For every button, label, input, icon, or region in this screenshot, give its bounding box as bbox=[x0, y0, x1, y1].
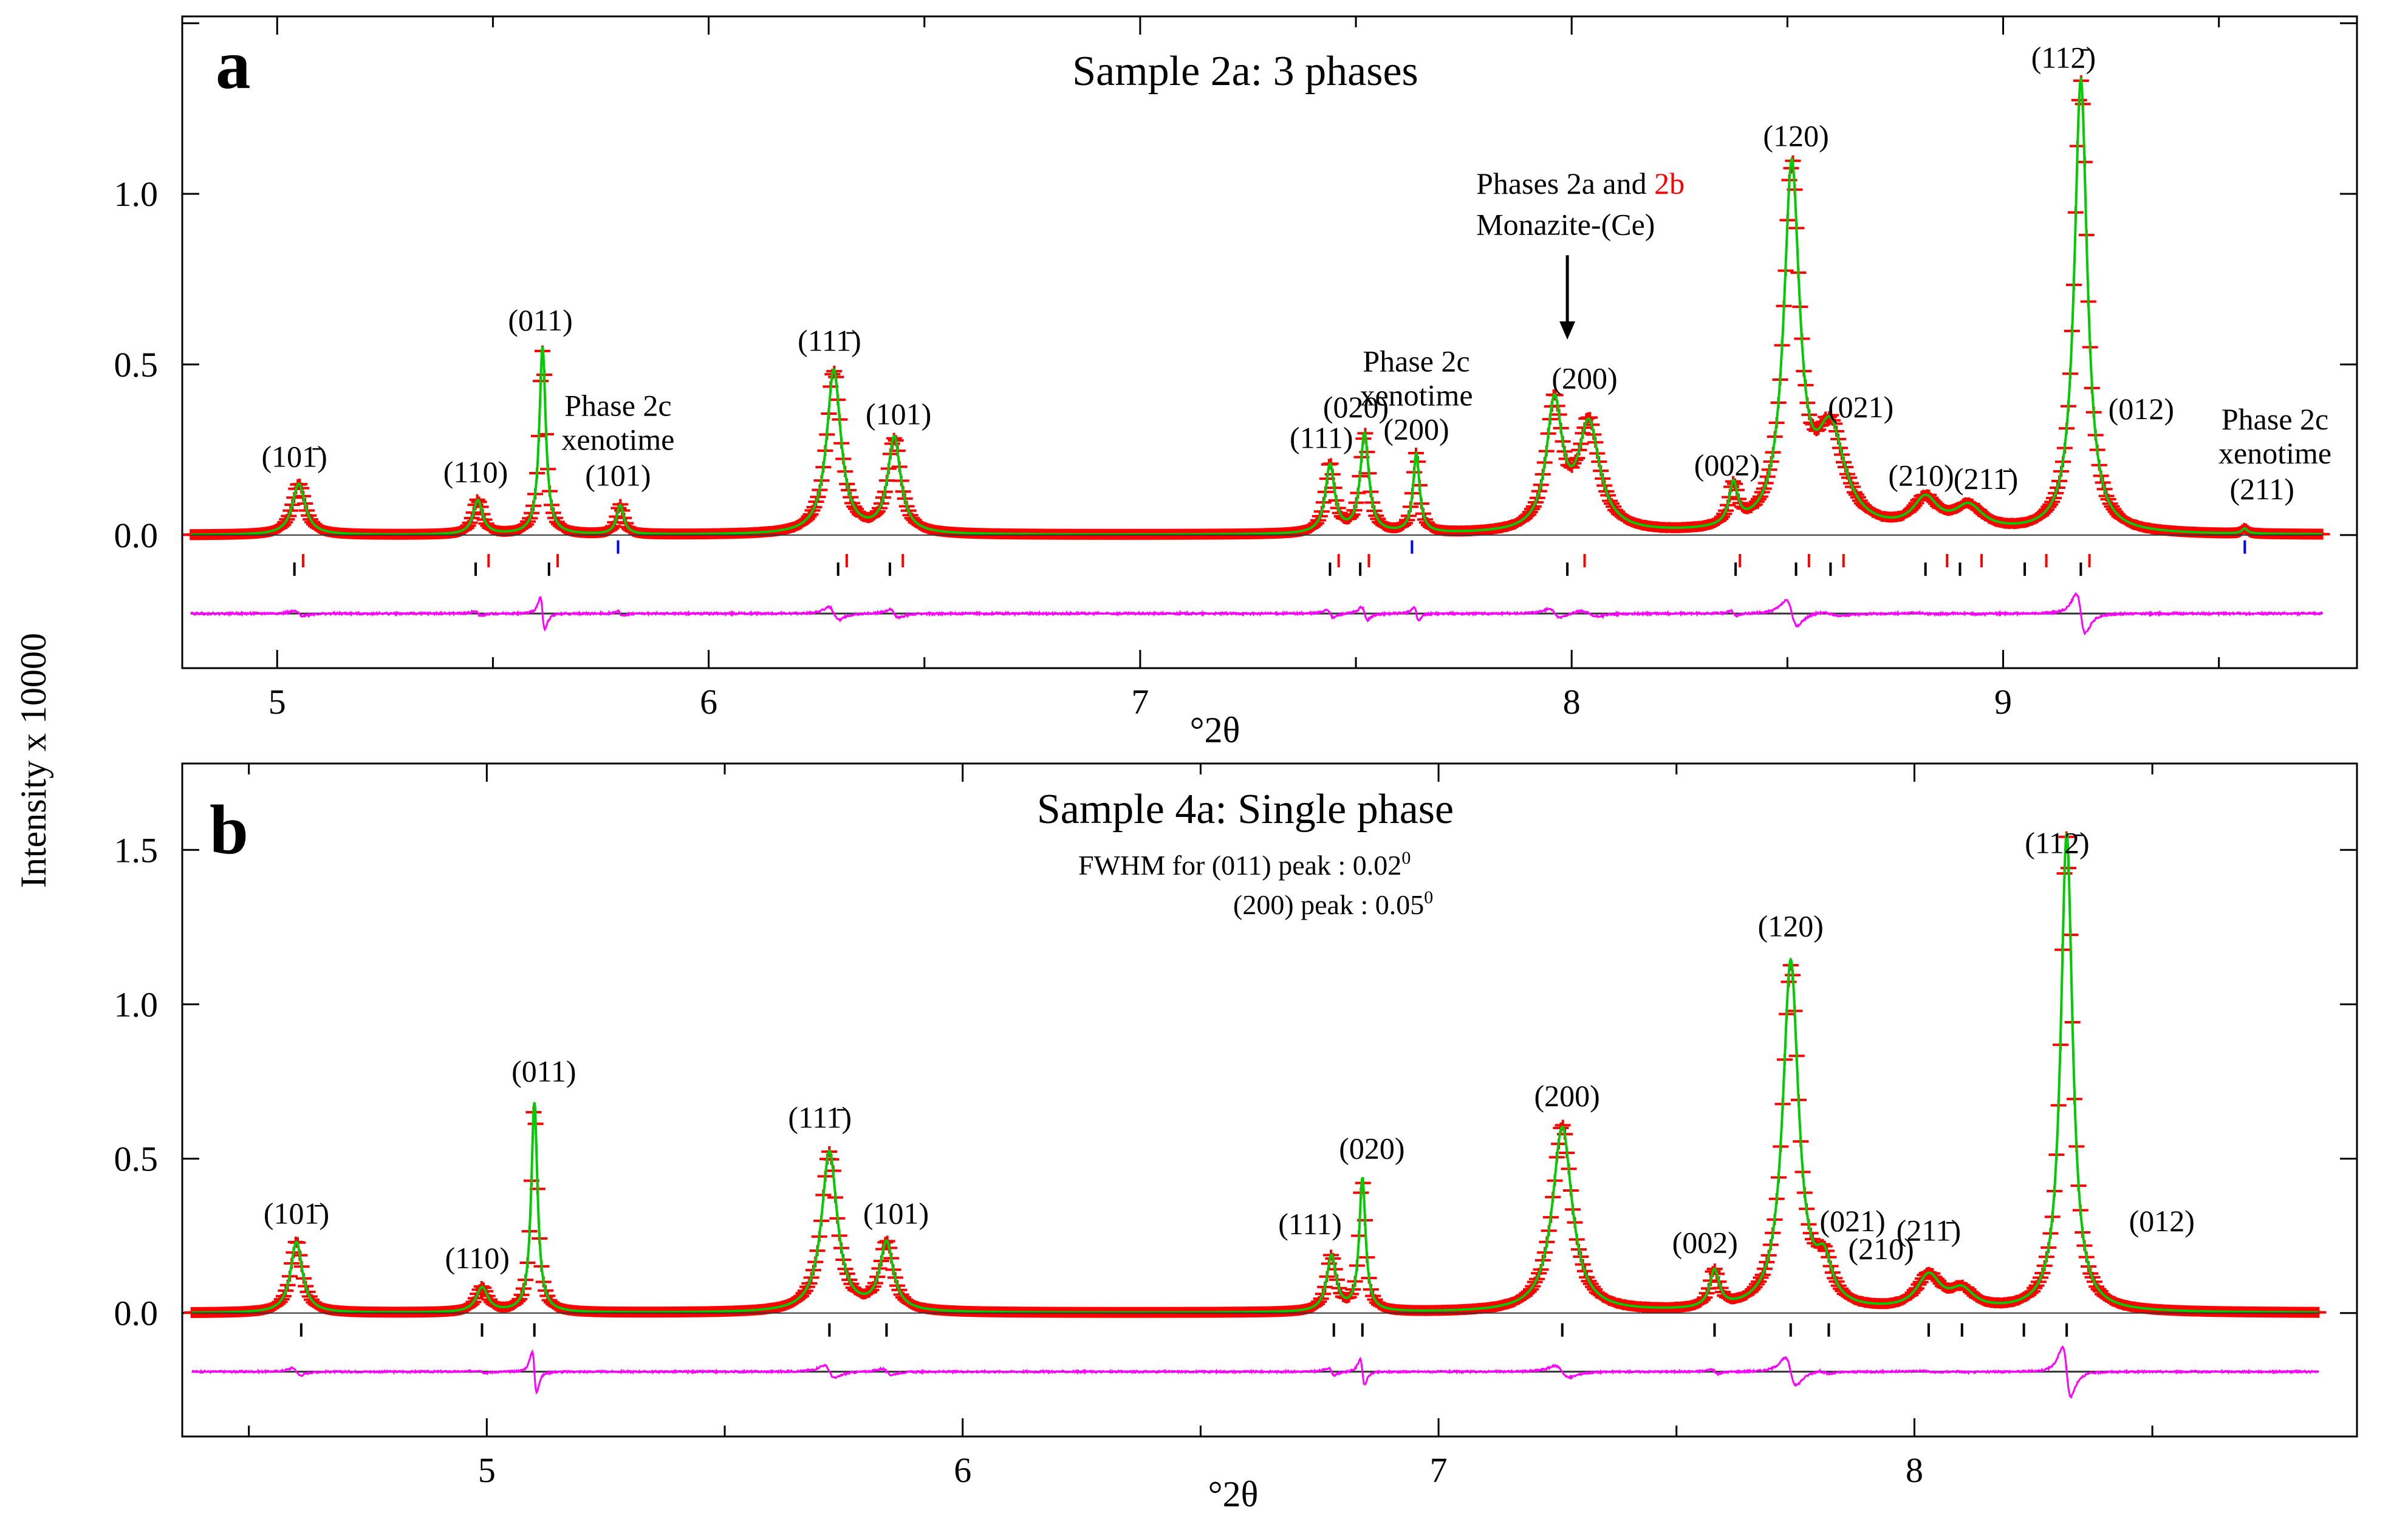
panel-letter-b: b bbox=[210, 791, 248, 869]
peak-label: (110) bbox=[445, 1241, 509, 1275]
y-tick-label: 1.5 bbox=[114, 830, 159, 870]
fwhm-note-line1: FWHM for (011) peak : 0.020 bbox=[1078, 848, 1411, 881]
y-axis-title: Intensity x 10000 bbox=[13, 633, 53, 888]
x-tick-label: 8 bbox=[1563, 682, 1581, 722]
panel-letter-a: a bbox=[216, 26, 251, 103]
peak-label: (211̄) bbox=[1954, 462, 2018, 496]
peak-label: (021) bbox=[1828, 390, 1893, 424]
degree-superscript: 0 bbox=[1424, 887, 1433, 907]
y-tick-label: 0.5 bbox=[114, 345, 159, 384]
x-tick-label: 5 bbox=[478, 1450, 496, 1490]
peak-label: (200) bbox=[1383, 412, 1449, 446]
plot-frame bbox=[181, 15, 2358, 669]
callout-colored-text: 2b bbox=[1654, 166, 1685, 200]
callout-arrow-head bbox=[1559, 321, 1576, 340]
difference-series bbox=[190, 592, 2324, 636]
plot-frame bbox=[181, 762, 2358, 1438]
peak-label: (021) bbox=[1819, 1204, 1885, 1238]
chart-title: Sample 4a: Single phase bbox=[1037, 786, 1454, 833]
peak-label: (002) bbox=[1694, 448, 1760, 482]
peak-label: xenotime bbox=[1360, 378, 1473, 412]
x-tick-label: 9 bbox=[1994, 682, 2012, 722]
x-axis-title: °2θ bbox=[1208, 1474, 1259, 1514]
peak-label: (012) bbox=[2109, 392, 2174, 426]
peak-label: (101) bbox=[866, 397, 931, 431]
y-tick-label: 1.0 bbox=[114, 174, 159, 214]
x-tick-label: 6 bbox=[700, 682, 717, 722]
y-tick-label: 0.5 bbox=[114, 1139, 159, 1179]
peak-label: (011) bbox=[508, 303, 572, 337]
peak-label: (111̄) bbox=[788, 1101, 852, 1135]
x-tick-label: 7 bbox=[1131, 682, 1149, 722]
peak-label: (101̄) bbox=[264, 1196, 329, 1230]
panel-a: a Sample 2a: 3 phases 5 6 7 8 9 °2θ 0.0 0.5 1.0 (1… bbox=[114, 15, 2358, 750]
panel-b: b Sample 4a: Single phase 5 6 7 8 °2θ 0.0 0.5 1.… bbox=[114, 762, 2358, 1514]
peak-label: (112̄) bbox=[2031, 40, 2096, 74]
peak-label: (101̄) bbox=[262, 440, 327, 474]
peak-label: (020) bbox=[1323, 390, 1389, 424]
x-tick-label: 5 bbox=[269, 682, 286, 722]
peak-label: (210) bbox=[1888, 458, 1954, 492]
callout-line1: Phases 2a and 2b bbox=[1476, 166, 1685, 200]
x-tick-label: 6 bbox=[954, 1450, 971, 1490]
fwhm-note-line2: (200) peak : 0.050 bbox=[1233, 887, 1433, 920]
peak-label: Phase 2c bbox=[2222, 402, 2328, 436]
chart-title: Sample 2a: 3 phases bbox=[1072, 48, 1418, 95]
peak-label: xenotime bbox=[2218, 436, 2331, 470]
x-axis-title: °2θ bbox=[1190, 710, 1240, 750]
peak-label: Phase 2c bbox=[564, 388, 671, 422]
y-tick-label: 0.0 bbox=[114, 1294, 159, 1333]
peak-label: (120) bbox=[1763, 118, 1828, 152]
peak-label: (012) bbox=[2129, 1204, 2195, 1238]
peak-label: (002) bbox=[1672, 1226, 1738, 1260]
calculated-series bbox=[191, 75, 2322, 536]
peak-label: (020) bbox=[1339, 1132, 1404, 1166]
degree-superscript: 0 bbox=[1401, 848, 1411, 868]
peak-label: Phase 2c bbox=[1363, 344, 1469, 378]
peak-label: (111) bbox=[1278, 1207, 1342, 1241]
plot-area bbox=[183, 831, 2327, 1399]
x-tick-label: 7 bbox=[1430, 1450, 1448, 1490]
peak-label: (210) bbox=[1848, 1232, 1914, 1266]
calculated-series bbox=[191, 833, 2319, 1314]
peak-label: (101) bbox=[863, 1196, 929, 1230]
peak-label: (111̄) bbox=[798, 324, 861, 358]
peak-label: (211̄) bbox=[1897, 1213, 1961, 1247]
y-tick-label: 1.0 bbox=[114, 985, 159, 1024]
y-tick-label: 0.0 bbox=[114, 516, 159, 555]
peak-label: (200) bbox=[1551, 361, 1617, 395]
peak-label: (111) bbox=[1290, 421, 1353, 455]
peak-label: (112̄) bbox=[2025, 825, 2089, 859]
peak-label: xenotime bbox=[561, 422, 674, 456]
plot-area bbox=[183, 75, 2330, 636]
difference-series bbox=[191, 1345, 2319, 1399]
x-tick-label: 8 bbox=[1906, 1450, 1923, 1490]
peak-label: (011) bbox=[511, 1054, 576, 1088]
peak-label: (120) bbox=[1758, 909, 1824, 943]
peak-label: (101) bbox=[585, 458, 651, 492]
peak-label: (200) bbox=[1534, 1079, 1599, 1113]
peak-label: (110) bbox=[443, 455, 508, 489]
callout-line2: Monazite-(Ce) bbox=[1476, 208, 1655, 242]
peak-label: (211) bbox=[2230, 472, 2294, 506]
